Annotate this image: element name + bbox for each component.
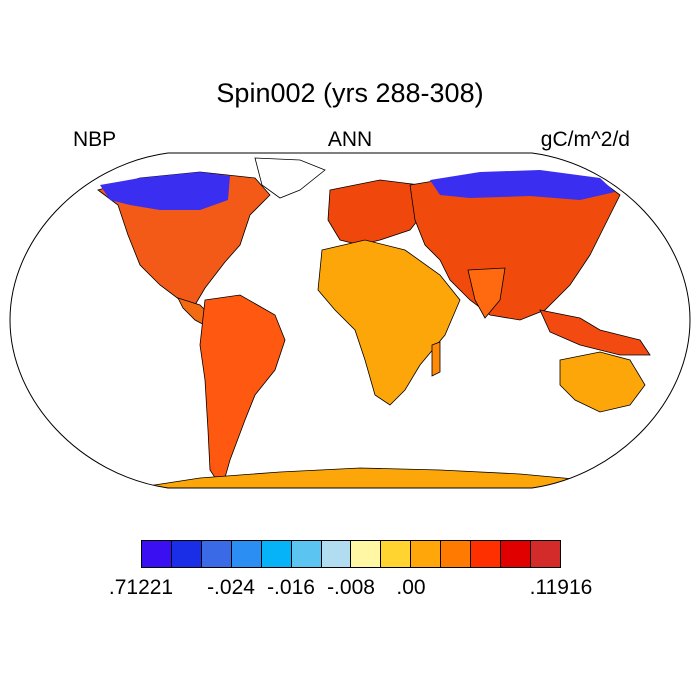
colorbar-box: [321, 541, 352, 567]
colorbar-box: [201, 541, 232, 567]
colorbar-label: .00: [396, 576, 426, 599]
north-america-boreal: [100, 172, 230, 210]
colorbar-box: [231, 541, 262, 567]
africa: [317, 239, 461, 406]
colorbar-box: [411, 541, 442, 567]
colorbar-label: -.016: [267, 576, 315, 599]
colorbar-label: -.024: [207, 576, 255, 599]
colorbar-box: [530, 541, 560, 567]
india: [467, 267, 506, 319]
south-america: [199, 294, 286, 488]
colorbar-box: [381, 541, 412, 567]
colorbar-box: [441, 541, 472, 567]
map-title: Spin002 (yrs 288-308): [216, 78, 484, 108]
colorbar-box: [351, 541, 382, 567]
colorbar-box: [142, 541, 172, 567]
season-label: ANN: [327, 128, 373, 151]
greenland: [254, 157, 326, 199]
southeast-asia: [539, 309, 651, 356]
colorbar: [141, 540, 561, 568]
siberia-boreal: [430, 170, 615, 200]
map-outline: [9, 152, 691, 489]
madagascar: [431, 341, 441, 377]
europe: [327, 179, 431, 246]
colorbar-box: [171, 541, 202, 567]
colorbar-box: [261, 541, 292, 567]
colorbar-label: -.008: [327, 576, 375, 599]
antarctica: [134, 467, 601, 488]
colorbar-box: [291, 541, 322, 567]
colorbar-box: [471, 541, 502, 567]
australia: [559, 351, 646, 413]
variable-label: NBP: [73, 128, 117, 151]
units-label: gC/m^2/d: [540, 128, 630, 151]
colorbar-label: .11916: [529, 576, 593, 599]
colorbar-label: .71221: [108, 576, 174, 599]
colorbar-box: [501, 541, 531, 567]
